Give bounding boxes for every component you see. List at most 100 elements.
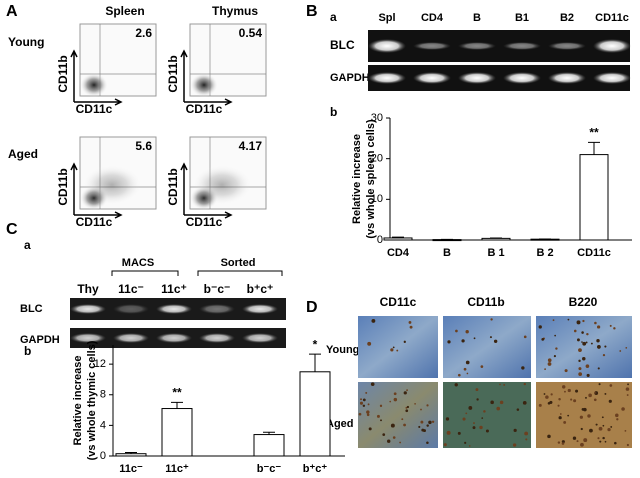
- gel-band: [70, 304, 106, 314]
- stain-speck: [366, 410, 370, 414]
- stain-speck: [362, 404, 366, 408]
- row-label: GAPDH: [20, 334, 60, 346]
- gate-percent: 0.54: [239, 26, 263, 40]
- stain-speck: [366, 413, 370, 417]
- stain-speck: [554, 334, 556, 337]
- stain-speck: [468, 406, 473, 410]
- stain-speck: [479, 425, 483, 430]
- stain-speck: [516, 408, 520, 411]
- stain-speck: [602, 436, 605, 440]
- significance-marker: *: [313, 337, 318, 351]
- stain-speck: [538, 403, 542, 407]
- gel-band: [548, 72, 586, 84]
- stain-speck: [431, 420, 435, 423]
- stain-speck: [499, 400, 504, 405]
- stain-speck: [610, 426, 613, 428]
- stain-speck: [580, 442, 584, 447]
- gel-band: [413, 42, 451, 50]
- stain-speck: [547, 362, 552, 366]
- y-tick-label: 12: [94, 358, 106, 370]
- stain-speck: [602, 353, 606, 357]
- bar: [481, 237, 511, 241]
- stain-speck: [406, 405, 410, 409]
- row-label: Aged: [326, 418, 354, 430]
- stain-speck: [406, 389, 408, 392]
- stain-speck: [586, 373, 590, 377]
- gel-band: [113, 333, 149, 343]
- stain-speck: [409, 325, 413, 329]
- error-bar: [125, 452, 137, 454]
- stain-speck: [601, 416, 604, 419]
- panel-letter: A: [6, 3, 18, 20]
- stain-speck: [503, 383, 506, 386]
- gate-percent: 2.6: [135, 26, 152, 40]
- stain-speck: [403, 340, 406, 343]
- row-label: BLC: [20, 303, 43, 315]
- stain-speck: [405, 409, 409, 413]
- gel-band: [242, 304, 278, 314]
- stain-speck: [597, 437, 600, 440]
- axis-label: CD11b: [166, 55, 180, 92]
- stain-speck: [358, 412, 362, 416]
- cell-scatter: [82, 165, 142, 205]
- stain-speck: [370, 382, 375, 386]
- stain-speck: [573, 399, 577, 403]
- stain-speck: [513, 428, 517, 432]
- column-header: CD11c: [380, 295, 417, 309]
- stain-speck: [447, 340, 451, 344]
- stain-speck: [473, 422, 475, 424]
- stain-speck: [525, 438, 528, 441]
- stain-speck: [573, 329, 577, 333]
- column-header: Thymus: [212, 4, 258, 18]
- stain-speck: [463, 367, 467, 371]
- stain-speck: [576, 440, 579, 443]
- stain-speck: [382, 433, 386, 437]
- stain-speck: [445, 417, 450, 421]
- row-label: Young: [326, 344, 359, 356]
- stain-speck: [393, 392, 397, 396]
- gel-band: [242, 333, 278, 343]
- histology-image: [443, 316, 531, 378]
- stain-speck: [607, 428, 611, 432]
- axis-label: CD11b: [56, 55, 70, 92]
- stain-speck: [457, 431, 461, 435]
- stain-speck: [550, 393, 553, 396]
- stain-speck: [466, 372, 469, 375]
- stain-speck: [496, 406, 501, 411]
- y-axis-label: Relative increase: [351, 134, 363, 224]
- lane-label: 11c⁻: [118, 282, 144, 296]
- axis-label: CD11b: [56, 168, 70, 205]
- stain-speck: [371, 318, 376, 323]
- axis-label: CD11c: [76, 215, 113, 229]
- gel: [368, 30, 630, 62]
- stain-speck: [465, 330, 469, 334]
- histology-image: [443, 382, 531, 448]
- stain-speck: [368, 427, 372, 431]
- significance-marker: **: [172, 386, 182, 400]
- stain-speck: [580, 427, 583, 431]
- stain-speck: [512, 443, 517, 447]
- stain-speck: [587, 414, 591, 418]
- stain-speck: [359, 401, 364, 405]
- group-label: Sorted: [221, 257, 256, 269]
- stain-speck: [472, 426, 476, 430]
- stain-speck: [499, 383, 501, 386]
- lane-label: B: [473, 12, 481, 24]
- stain-speck: [552, 319, 555, 322]
- stain-speck: [490, 400, 494, 405]
- stain-speck: [360, 398, 362, 401]
- axis-arrow: [180, 162, 233, 219]
- stain-speck: [390, 423, 395, 428]
- stain-speck: [597, 367, 600, 370]
- stain-speck: [581, 331, 584, 334]
- stain-speck: [567, 318, 570, 321]
- y-axis-label: Relative increase: [72, 356, 84, 446]
- error-bar: [392, 236, 404, 238]
- axis-label: CD11c: [76, 102, 113, 116]
- sub-letter: a: [24, 238, 31, 252]
- stain-speck: [490, 318, 493, 321]
- stain-speck: [564, 390, 566, 393]
- stain-speck: [559, 413, 562, 415]
- y-tick-label: 10: [371, 193, 383, 205]
